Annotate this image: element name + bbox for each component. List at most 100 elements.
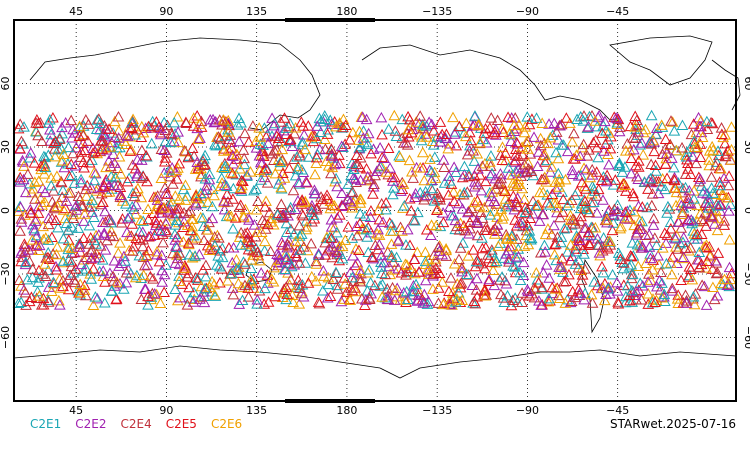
- observation-marker: [603, 158, 615, 170]
- observation-marker: [564, 239, 577, 250]
- observation-marker: [470, 284, 483, 295]
- observation-marker: [159, 135, 172, 147]
- observation-marker: [68, 177, 81, 188]
- observation-marker: [693, 261, 705, 273]
- observation-marker: [682, 157, 694, 168]
- observation-marker: [561, 246, 574, 257]
- observation-marker: [38, 150, 50, 162]
- tick-labels: 45 45 90 90 135 135 180 180 −135 −135 −90 −90 −45 −45…: [0, 5, 750, 417]
- observation-marker: [186, 142, 199, 154]
- observation-marker: [695, 126, 708, 138]
- observation-marker: [117, 283, 130, 294]
- observation-marker: [493, 274, 506, 285]
- observation-marker: [85, 246, 97, 258]
- observation-marker: [107, 270, 119, 282]
- observation-marker: [666, 268, 678, 280]
- observation-marker: [406, 165, 418, 177]
- observation-marker: [49, 214, 62, 225]
- observation-marker: [250, 203, 263, 215]
- observation-marker: [236, 294, 249, 305]
- observation-marker: [642, 287, 655, 299]
- observation-marker: [112, 124, 125, 136]
- observation-marker: [534, 246, 547, 258]
- observation-marker: [630, 229, 643, 240]
- observation-marker: [479, 175, 492, 187]
- observation-marker: [158, 286, 170, 298]
- observation-marker: [661, 207, 673, 218]
- observation-marker: [112, 132, 125, 143]
- observation-marker: [198, 159, 210, 171]
- observation-marker: [221, 274, 234, 286]
- observation-marker: [45, 179, 58, 191]
- observation-marker: [489, 222, 501, 234]
- observation-marker: [192, 133, 205, 144]
- observation-marker: [330, 172, 342, 184]
- observation-marker: [96, 181, 109, 193]
- observation-marker: [153, 255, 166, 267]
- observation-marker: [418, 288, 431, 300]
- observation-marker: [589, 221, 602, 233]
- observation-marker: [528, 131, 540, 142]
- observation-marker: [251, 246, 264, 257]
- observation-marker: [120, 198, 132, 209]
- observation-marker: [711, 266, 724, 278]
- observation-marker: [183, 281, 195, 293]
- observation-marker: [259, 235, 271, 247]
- observation-marker: [50, 260, 62, 272]
- observation-marker: [325, 143, 338, 154]
- observation-marker: [381, 246, 394, 257]
- observation-marker: [388, 109, 401, 121]
- observation-marker: [509, 149, 522, 160]
- observation-marker: [77, 265, 90, 276]
- observation-marker: [378, 152, 390, 163]
- observation-marker: [57, 204, 70, 215]
- observation-marker: [167, 178, 179, 189]
- observation-marker: [591, 207, 603, 218]
- observation-marker: [254, 131, 267, 142]
- observation-marker: [26, 186, 38, 198]
- observation-marker: [354, 217, 366, 229]
- observation-marker: [500, 277, 513, 289]
- observation-marker: [658, 227, 671, 238]
- observation-marker: [353, 244, 365, 256]
- observation-marker: [621, 279, 634, 291]
- observation-marker: [402, 130, 415, 142]
- observation-marker: [667, 161, 680, 173]
- observation-marker: [626, 268, 639, 279]
- observation-marker: [467, 144, 480, 156]
- coastlines: [13, 35, 741, 379]
- observation-marker: [537, 149, 550, 161]
- observation-marker: [18, 160, 30, 171]
- observation-marker: [680, 294, 693, 306]
- observation-marker: [668, 125, 681, 136]
- observation-marker: [321, 128, 334, 139]
- observation-marker: [247, 245, 259, 256]
- observation-marker: [202, 196, 214, 207]
- observation-marker: [632, 173, 645, 184]
- observation-marker: [634, 223, 647, 234]
- observation-marker: [665, 115, 677, 126]
- observation-marker: [331, 212, 344, 223]
- observation-marker: [268, 261, 280, 273]
- lat-tick-label-left: 0: [0, 207, 12, 214]
- observation-marker: [682, 271, 695, 282]
- observation-marker: [497, 126, 510, 138]
- legend-item-c2e4: C2E4: [120, 417, 152, 431]
- observation-marker: [170, 240, 182, 251]
- observation-marker: [300, 176, 312, 187]
- observation-marker: [33, 239, 46, 251]
- observation-marker: [95, 187, 108, 199]
- observation-marker: [403, 154, 416, 166]
- observation-marker: [256, 214, 269, 225]
- observation-marker: [254, 138, 267, 149]
- observation-marker: [132, 182, 144, 194]
- observation-marker: [339, 234, 352, 245]
- observation-marker: [325, 232, 338, 243]
- observation-marker: [450, 166, 462, 178]
- observation-marker: [510, 136, 523, 148]
- observation-marker: [285, 223, 297, 234]
- observation-marker: [144, 230, 157, 241]
- observation-marker: [448, 128, 461, 139]
- observation-marker: [690, 157, 703, 169]
- observation-marker: [507, 260, 519, 271]
